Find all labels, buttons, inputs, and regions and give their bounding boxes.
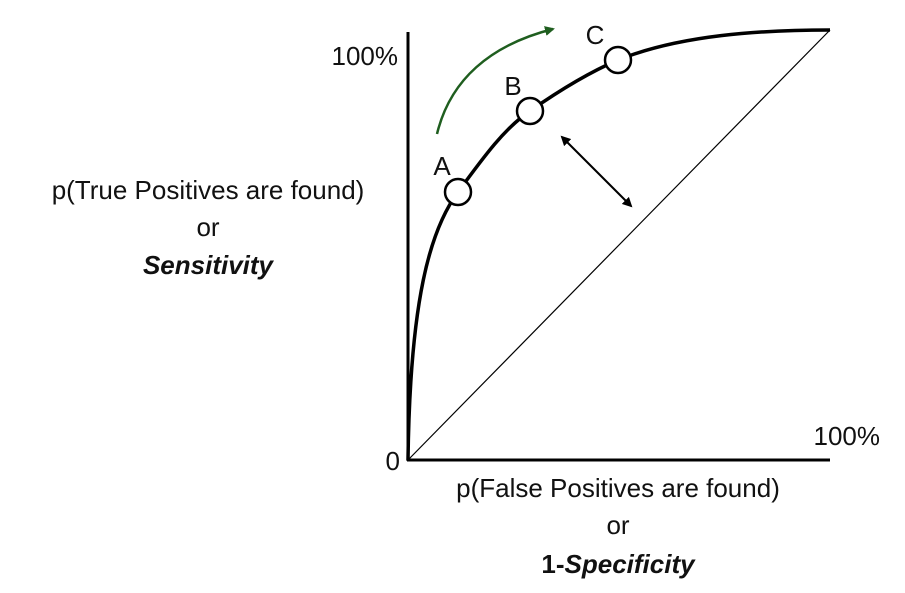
distance-arrow [560, 135, 633, 208]
direction-arrow [435, 26, 555, 135]
x-title-prefix: 1- [541, 549, 564, 579]
point-a [443, 177, 473, 207]
x-title-emphasis: Specificity [565, 549, 697, 579]
x-title-line: 1-Specificity [541, 549, 696, 579]
point-label: B [504, 71, 521, 101]
chance-line [407, 29, 831, 461]
x-title: or [606, 510, 629, 540]
y-top-label: 100% [332, 41, 399, 71]
point-label: C [586, 20, 605, 50]
x-end-label: 100% [814, 421, 881, 451]
point-c [603, 45, 633, 75]
x-title: p(False Positives are found) [456, 473, 780, 503]
y-title: or [196, 212, 219, 242]
point-b [515, 96, 545, 126]
point-label: A [433, 151, 451, 181]
origin-label: 0 [386, 446, 400, 476]
y-title: p(True Positives are found) [52, 175, 365, 205]
y-title-emphasis: Sensitivity [143, 250, 275, 280]
